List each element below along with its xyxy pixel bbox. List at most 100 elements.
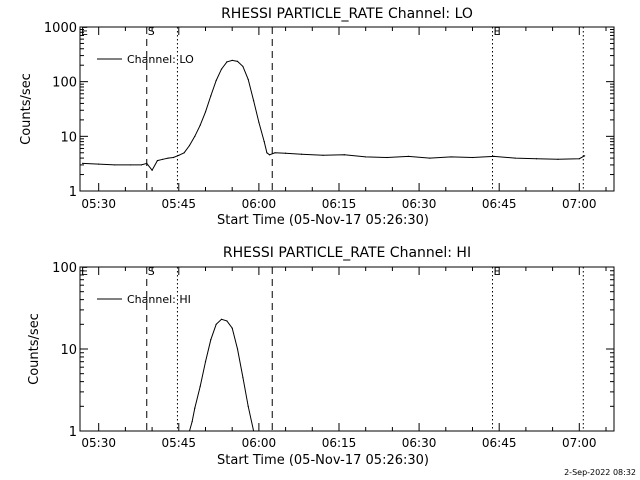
x-tick-label: 07:00	[562, 436, 597, 450]
y-tick-label: 10	[60, 130, 77, 145]
x-tick-label: 06:30	[402, 197, 437, 211]
x-tick-label: 06:00	[242, 197, 277, 211]
x-tick-label: 06:15	[322, 436, 357, 450]
data-point	[215, 79, 217, 82]
data-point	[98, 163, 100, 165]
data-point	[252, 100, 255, 102]
data-point	[274, 152, 276, 154]
corner-label: E	[81, 25, 88, 38]
data-point	[429, 157, 431, 159]
data-point	[386, 156, 388, 159]
data-point	[167, 157, 169, 159]
data-point	[151, 169, 153, 171]
data-point	[178, 154, 180, 156]
data-point	[156, 159, 159, 162]
data-point	[236, 60, 239, 62]
x-tick-label: 06:45	[482, 436, 517, 450]
data-point	[236, 348, 239, 350]
data-point	[493, 155, 495, 157]
data-point	[242, 376, 244, 379]
data-point	[252, 430, 255, 431]
data-point	[204, 111, 207, 113]
data-point	[322, 154, 324, 156]
time-marker-label: S	[148, 265, 155, 278]
chart-title: RHESSI PARTICLE_RATE Channel: HI	[223, 245, 471, 261]
time-marker-label: E	[494, 25, 501, 38]
data-point	[258, 121, 260, 123]
y-tick-label: 1	[69, 425, 77, 440]
data-point	[242, 65, 244, 68]
data-point	[191, 421, 193, 423]
x-tick-label: 05:45	[161, 436, 196, 450]
corner-label: E	[81, 265, 88, 278]
y-tick-label: 100	[52, 261, 77, 276]
data-point	[365, 156, 367, 158]
data-point	[140, 164, 143, 166]
data-point	[266, 152, 268, 154]
data-point	[514, 157, 516, 159]
data-point	[199, 385, 201, 387]
x-tick-label: 05:45	[161, 197, 196, 211]
data-point	[146, 162, 148, 164]
y-axis-label: Counts/sec	[27, 313, 42, 385]
data-point	[220, 68, 223, 70]
y-tick-label: 10	[60, 343, 77, 358]
data-point	[231, 327, 233, 329]
data-point	[584, 155, 586, 157]
data-point	[183, 152, 185, 154]
plot-frame	[79, 26, 615, 192]
data-point	[210, 95, 212, 97]
hi-channel-panel: RHESSI PARTICLE_RATE Channel: HI 05:30 05:…	[27, 245, 615, 468]
x-axis-label: Start Time (05-Nov-17 05:26:30)	[217, 213, 429, 228]
data-point	[247, 78, 249, 81]
series-line	[82, 59, 585, 172]
data-point	[301, 153, 303, 155]
data-point	[194, 135, 196, 137]
chart-title: RHESSI PARTICLE_RATE Channel: LO	[221, 6, 473, 22]
data-point	[188, 430, 191, 431]
data-point	[194, 407, 196, 409]
x-tick-label: 05:30	[81, 436, 116, 450]
time-marker-label: E	[494, 265, 501, 278]
y-tick-label: 1	[69, 185, 77, 200]
x-tick-label: 06:30	[402, 436, 437, 450]
lo-channel-panel: RHESSI PARTICLE_RATE Channel: LO 05:30 05:…	[19, 6, 615, 228]
x-tick-label: 06:00	[242, 436, 277, 450]
data-point	[215, 323, 217, 325]
x-tick-label: 07:00	[562, 197, 597, 211]
footer-timestamp: 2-Sep-2022 08:32	[564, 468, 636, 477]
x-tick-label: 05:30	[81, 197, 116, 211]
data-point	[204, 361, 207, 363]
y-axis-label: Counts/sec	[19, 73, 34, 145]
data-point	[220, 318, 223, 320]
data-point	[247, 405, 249, 407]
y-tick-label: 1000	[44, 21, 77, 36]
legend-label: Channel: LO	[127, 53, 194, 66]
data-point	[284, 152, 287, 154]
data-point	[263, 141, 265, 143]
legend-label: Channel: HI	[127, 293, 191, 306]
data-point	[231, 59, 233, 61]
data-point	[188, 144, 191, 147]
data-point	[343, 154, 345, 156]
data-point	[130, 164, 132, 166]
data-point	[471, 156, 474, 159]
time-marker-label: S	[148, 25, 155, 38]
data-point	[535, 158, 538, 160]
data-point	[114, 164, 116, 166]
data-point	[268, 154, 271, 156]
data-point	[226, 61, 228, 63]
series-line	[189, 318, 255, 431]
data-point	[226, 320, 228, 322]
data-point	[210, 339, 212, 341]
plot-frame	[79, 266, 615, 432]
x-axis-label: Start Time (05-Nov-17 05:26:30)	[217, 453, 429, 468]
data-point	[557, 158, 559, 160]
data-point	[407, 155, 410, 157]
x-tick-label: 06:15	[322, 197, 357, 211]
x-tick-label: 06:45	[482, 197, 517, 211]
data-point	[172, 156, 175, 159]
data-point	[450, 156, 452, 158]
data-point	[162, 158, 164, 160]
